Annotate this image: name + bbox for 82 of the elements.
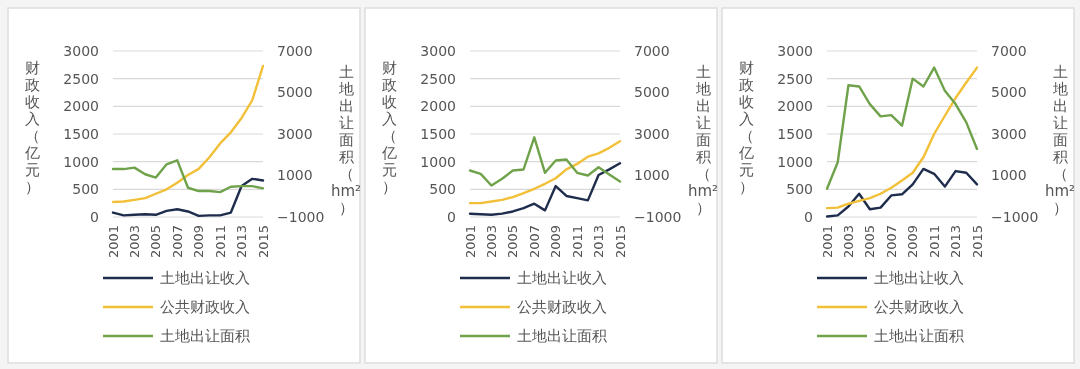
- text: 土地出让面积（hm²）: [1044, 63, 1076, 217]
- y-axis-title: 财政收入（亿元）: [737, 59, 754, 196]
- y-tick-label: 0: [804, 208, 813, 225]
- y2-tick-label: 1000: [634, 167, 670, 184]
- y-tick-label: 3000: [63, 42, 99, 59]
- y2-tick-label: 5000: [277, 84, 313, 101]
- y2-tick-label: 5000: [634, 84, 670, 101]
- y-tick-label: 2500: [63, 70, 99, 87]
- x-tick-label: 2009: [548, 225, 564, 259]
- x-tick-label: 2001: [105, 225, 121, 259]
- y-tick-label: 500: [72, 181, 99, 198]
- x-tick-label: 2003: [126, 225, 142, 259]
- line-series: [111, 64, 265, 204]
- legend-label: 土地出让收入: [874, 269, 964, 288]
- x-tick-label: 2013: [591, 225, 607, 259]
- x-tick-label: 2009: [905, 225, 921, 259]
- y-tick-label: 1000: [63, 153, 99, 170]
- line-series: [468, 139, 622, 205]
- legend-label: 公共财政收入: [874, 298, 964, 317]
- legend-label: 土地出让面积: [160, 327, 250, 346]
- x-tick-label: 2007: [169, 225, 185, 259]
- legend-label: 土地出让收入: [160, 269, 250, 288]
- y2-tick-label: 1000: [991, 167, 1027, 184]
- y-tick-label: 1500: [63, 125, 99, 142]
- y-tick-label: 500: [429, 181, 456, 198]
- y-axis-title: 财政收入（亿元）: [380, 59, 397, 196]
- text: 土地出让面积（hm²）: [687, 63, 719, 217]
- x-tick-label: 2007: [883, 225, 899, 259]
- x-tick-label: 2007: [526, 225, 542, 259]
- x-tick-label: 2005: [505, 225, 521, 259]
- x-tick-label: 2015: [612, 225, 628, 259]
- y2-tick-label: −1000: [634, 208, 682, 225]
- line-series: [825, 167, 979, 218]
- y-tick-label: 2000: [420, 98, 456, 115]
- legend-label: 公共财政收入: [517, 298, 607, 317]
- y-tick-label: 1000: [777, 153, 813, 170]
- y2-tick-label: 7000: [991, 42, 1027, 59]
- x-tick-label: 2013: [948, 225, 964, 259]
- x-tick-label: 2015: [969, 225, 985, 259]
- y-tick-label: 500: [786, 181, 813, 198]
- y-tick-label: 3000: [777, 42, 813, 59]
- y2-tick-label: −1000: [277, 208, 325, 225]
- x-tick-label: 2001: [462, 225, 478, 259]
- x-tick-label: 2009: [191, 225, 207, 259]
- y-tick-label: 2500: [420, 70, 456, 87]
- x-tick-label: 2011: [569, 225, 585, 259]
- x-tick-label: 2013: [234, 225, 250, 259]
- line-series: [111, 177, 265, 218]
- y-axis-title: 财政收入（亿元）: [23, 59, 40, 196]
- y-tick-label: 2000: [777, 98, 813, 115]
- line-series: [468, 162, 622, 216]
- y2-tick-label: 3000: [277, 125, 313, 142]
- y2-tick-label: 7000: [277, 42, 313, 59]
- y2-tick-label: 3000: [634, 125, 670, 142]
- legend-label: 土地出让面积: [874, 327, 964, 346]
- y2-tick-label: 3000: [991, 125, 1027, 142]
- line-series: [468, 136, 622, 187]
- y-tick-label: 1500: [777, 125, 813, 142]
- y-tick-label: 1500: [420, 125, 456, 142]
- x-tick-label: 2003: [483, 225, 499, 259]
- text: 土地出让面积（hm²）: [330, 63, 362, 217]
- x-tick-label: 2005: [148, 225, 164, 259]
- y-tick-label: 1000: [420, 153, 456, 170]
- x-tick-label: 2011: [212, 225, 228, 259]
- x-tick-label: 2011: [926, 225, 942, 259]
- x-tick-label: 2001: [819, 225, 835, 259]
- x-tick-label: 2003: [840, 225, 856, 259]
- y-tick-label: 3000: [420, 42, 456, 59]
- y-tick-label: 0: [447, 208, 456, 225]
- y2-tick-label: 5000: [991, 84, 1027, 101]
- x-tick-label: 2005: [862, 225, 878, 259]
- y-tick-label: 0: [90, 208, 99, 225]
- legend-label: 土地出让面积: [517, 327, 607, 346]
- legend-label: 土地出让收入: [517, 269, 607, 288]
- line-series: [111, 159, 265, 194]
- x-tick-label: 2015: [255, 225, 271, 259]
- y-tick-label: 2500: [777, 70, 813, 87]
- y2-tick-label: 1000: [277, 167, 313, 184]
- y-tick-label: 2000: [63, 98, 99, 115]
- legend-label: 公共财政收入: [160, 298, 250, 317]
- y2-tick-label: −1000: [991, 208, 1039, 225]
- y2-tick-label: 7000: [634, 42, 670, 59]
